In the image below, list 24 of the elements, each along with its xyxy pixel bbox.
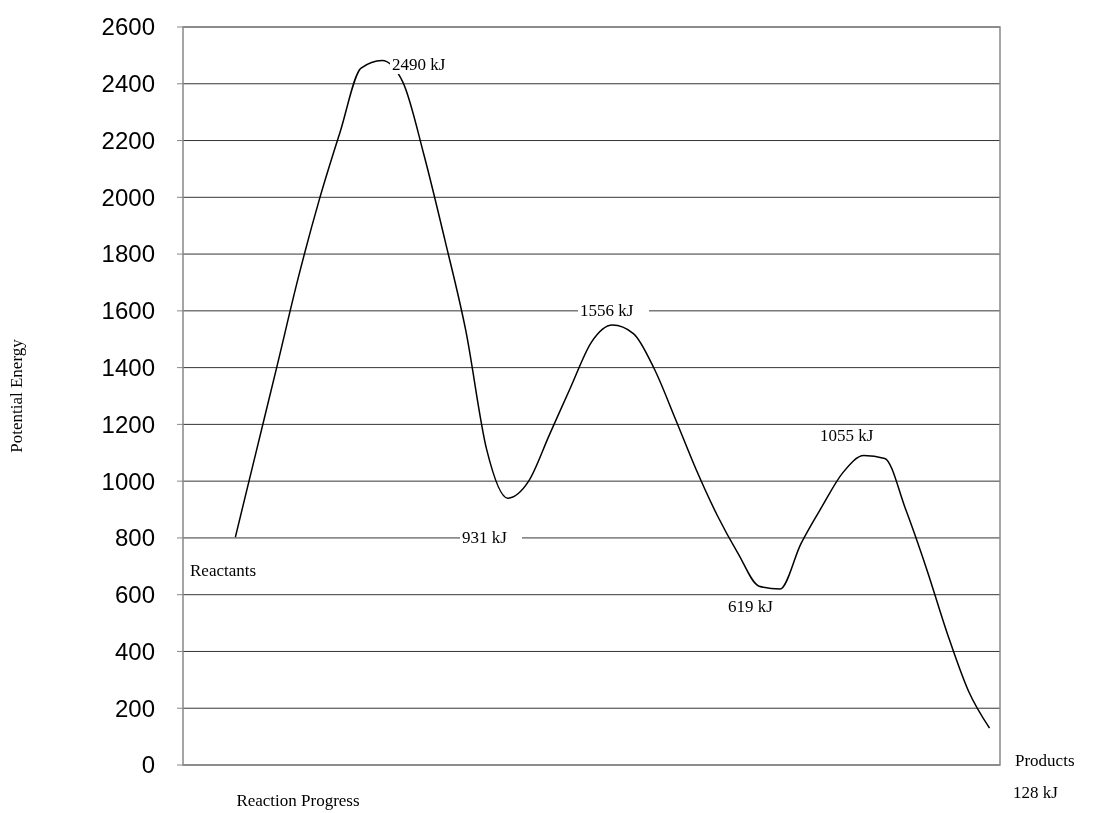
y-tick-label: 0 bbox=[141, 751, 155, 779]
y-tick-label: 2600 bbox=[101, 13, 155, 41]
annotation: 1055 kJ bbox=[820, 426, 874, 445]
y-tick-label: 600 bbox=[114, 581, 155, 609]
y-tick-label: 2000 bbox=[101, 183, 155, 211]
y-tick-label: 1600 bbox=[101, 297, 155, 325]
y-axis-title: Potential Energy bbox=[7, 338, 26, 453]
x-axis-title: Reaction Progress bbox=[236, 791, 360, 810]
annotation: 619 kJ bbox=[728, 597, 774, 616]
y-tick-label: 2200 bbox=[101, 126, 155, 154]
annotation: 931 kJ bbox=[462, 528, 508, 547]
text: 128 kJ bbox=[1013, 783, 1059, 802]
annotation: 2490 kJ bbox=[392, 55, 446, 74]
y-tick-label: 800 bbox=[114, 524, 155, 552]
y-tick-label: 2400 bbox=[101, 70, 155, 98]
y-tick-label: 400 bbox=[114, 637, 155, 665]
y-tick-label: 1800 bbox=[101, 240, 155, 268]
text: Products bbox=[1015, 751, 1075, 770]
annotation: Reactants bbox=[190, 561, 257, 580]
y-tick-label: 1200 bbox=[101, 410, 155, 438]
annotation: 1556 kJ bbox=[580, 301, 634, 320]
y-tick-label: 1400 bbox=[101, 354, 155, 382]
y-tick-label: 200 bbox=[114, 694, 155, 722]
y-tick-label: 1000 bbox=[101, 467, 155, 495]
